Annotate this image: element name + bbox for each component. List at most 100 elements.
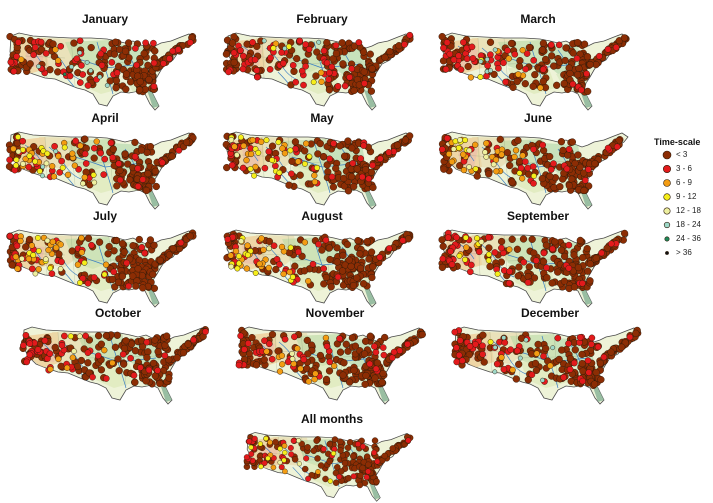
station-marker <box>251 56 259 64</box>
station-marker <box>300 81 307 89</box>
station-marker <box>484 56 490 62</box>
station-marker <box>20 342 27 349</box>
station-marker <box>498 244 505 252</box>
station-marker <box>597 375 605 384</box>
station-marker <box>574 263 583 272</box>
station-marker <box>336 335 343 342</box>
station-marker <box>113 182 121 190</box>
station-marker <box>134 165 142 172</box>
station-marker <box>620 229 629 238</box>
station-marker <box>118 239 127 248</box>
station-marker <box>570 359 578 367</box>
station-marker <box>453 344 460 352</box>
station-marker <box>373 359 382 367</box>
station-marker <box>44 150 51 157</box>
station-marker <box>156 256 164 264</box>
station-marker <box>494 270 501 277</box>
station-marker <box>119 350 127 358</box>
station-marker <box>305 277 312 285</box>
station-marker <box>356 250 364 258</box>
station-marker <box>173 354 181 362</box>
panel-title: February <box>296 12 348 26</box>
station-marker <box>289 274 296 280</box>
station-marker <box>22 243 30 251</box>
station-marker <box>492 369 498 375</box>
station-marker <box>58 258 65 266</box>
station-marker <box>586 277 594 285</box>
legend: Time-scale < 3 3 - 6 6 - 9 9 - 12 12 - 18 18 … <box>651 136 713 266</box>
station-marker <box>7 58 15 66</box>
station-marker <box>234 152 240 158</box>
station-marker <box>492 344 498 350</box>
station-marker <box>563 165 571 173</box>
station-marker <box>101 155 109 163</box>
station-marker <box>290 67 298 76</box>
station-marker <box>41 337 49 344</box>
legend-item: > 36 <box>651 246 713 260</box>
legend-title: Time-scale <box>654 137 701 147</box>
station-marker <box>109 359 116 367</box>
station-marker <box>529 163 537 170</box>
station-marker <box>276 368 284 375</box>
station-marker <box>320 446 327 452</box>
station-marker <box>47 265 54 272</box>
station-marker <box>390 348 398 356</box>
station-marker <box>444 234 452 241</box>
station-marker <box>316 39 322 45</box>
station-marker <box>169 47 177 55</box>
station-marker <box>268 142 277 150</box>
station-marker <box>278 352 286 359</box>
station-marker <box>547 362 554 369</box>
station-marker <box>361 166 370 174</box>
station-marker <box>462 137 469 144</box>
panel-title: June <box>523 111 552 125</box>
station-marker <box>43 160 50 167</box>
map-panel-october: October <box>18 306 218 406</box>
station-marker <box>418 330 426 339</box>
station-marker <box>248 451 255 457</box>
station-marker <box>565 340 572 347</box>
station-marker <box>288 170 295 178</box>
station-marker <box>249 136 256 144</box>
station-marker <box>351 342 360 350</box>
station-marker <box>442 65 450 73</box>
station-marker <box>388 354 396 362</box>
station-marker <box>55 355 62 363</box>
station-marker <box>506 268 513 275</box>
station-marker <box>81 174 88 181</box>
station-marker <box>604 45 612 53</box>
map-panel-august: August <box>222 209 422 309</box>
station-marker <box>453 358 461 366</box>
station-marker <box>343 240 352 249</box>
station-marker <box>312 370 319 377</box>
station-marker <box>144 169 152 178</box>
station-marker <box>366 332 374 340</box>
station-marker <box>532 366 541 375</box>
station-marker <box>496 135 504 144</box>
station-marker <box>595 52 603 60</box>
station-marker <box>613 143 621 151</box>
station-marker <box>337 438 344 446</box>
station-marker <box>98 61 106 69</box>
station-marker <box>322 236 330 244</box>
station-marker <box>265 264 272 272</box>
station-marker <box>175 147 183 154</box>
station-marker <box>305 475 312 482</box>
station-marker <box>485 257 492 264</box>
station-marker <box>62 72 67 77</box>
station-marker <box>578 350 586 359</box>
station-marker <box>325 69 333 77</box>
station-marker <box>326 358 334 366</box>
station-marker <box>151 47 159 55</box>
station-marker <box>519 152 526 159</box>
station-marker <box>57 266 64 272</box>
station-marker <box>110 247 118 255</box>
station-marker <box>570 251 578 259</box>
station-marker <box>268 330 277 339</box>
legend-swatch-icon <box>663 221 671 229</box>
station-marker <box>521 158 529 166</box>
station-marker <box>395 42 403 50</box>
station-marker <box>122 337 130 345</box>
station-marker <box>94 332 103 340</box>
station-marker <box>81 135 89 143</box>
